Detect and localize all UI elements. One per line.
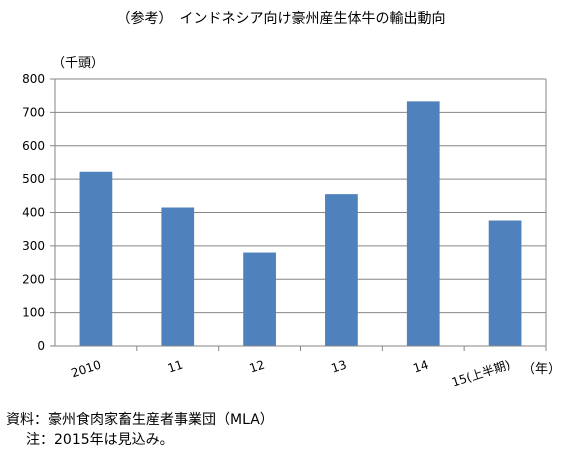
x-tick-labels: 2010 11 12 13 14 15(上半期) [69, 358, 512, 390]
x-tick-label: 2010 [69, 358, 102, 381]
bar-chart: 0 100 200 300 400 500 600 700 800 2010 11 12 13 14 15… [22, 72, 561, 390]
bar [406, 101, 440, 346]
y-tick-label: 700 [22, 105, 45, 119]
y-tick-label: 300 [22, 239, 45, 253]
note-line: 注：2015年は見込み。 [26, 432, 174, 448]
bars [79, 101, 522, 346]
y-tick-label: 800 [22, 72, 45, 86]
chart-title: （参考） インドネシア向け豪州産生体牛の輸出動向 [116, 11, 446, 27]
y-tick-label: 100 [22, 306, 45, 320]
bar [79, 171, 113, 346]
source-note: 資料：豪州食肉家畜生産者事業団（MLA） 注：2015年は見込み。 [6, 410, 274, 450]
x-tick-label: 14 [411, 358, 430, 376]
bar [161, 207, 195, 346]
y-tick-label: 0 [37, 339, 45, 353]
axes [50, 78, 547, 351]
bar [488, 220, 522, 346]
y-tick-labels: 0 100 200 300 400 500 600 700 800 [22, 72, 45, 353]
bar [325, 194, 358, 346]
x-tick-label: 15(上半期) [450, 358, 512, 390]
y-tick-label: 400 [22, 206, 45, 220]
x-tick-label: 12 [248, 358, 267, 376]
y-axis-unit-label: （千頭） [52, 56, 105, 71]
x-axis-unit-label: （年） [522, 362, 561, 377]
grid-lines [55, 78, 546, 314]
x-tick-label: 11 [166, 358, 185, 376]
y-tick-label: 200 [22, 272, 45, 286]
y-tick-label: 600 [22, 139, 45, 153]
y-tick-label: 500 [22, 172, 45, 186]
source-line: 資料：豪州食肉家畜生産者事業団（MLA） [6, 412, 274, 428]
x-tick-label: 13 [329, 358, 348, 376]
bar [243, 252, 276, 346]
